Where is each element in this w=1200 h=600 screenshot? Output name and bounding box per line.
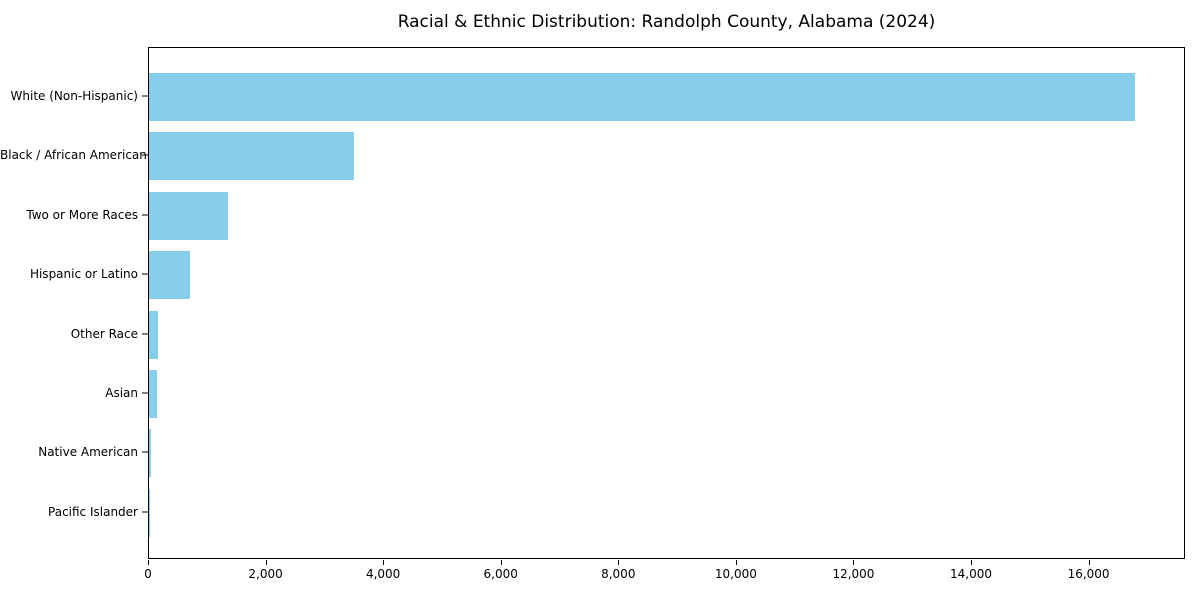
- x-tick: [735, 560, 737, 565]
- x-tick-label: 10,000: [714, 567, 757, 581]
- bar-hispanic-or-latino: [149, 251, 191, 300]
- y-tick-label: Asian: [105, 386, 138, 400]
- x-tick-label: 6,000: [483, 567, 518, 581]
- bar-black-african-american: [149, 132, 355, 181]
- x-tick: [853, 560, 855, 565]
- y-tick-label: Black / African American: [0, 148, 147, 163]
- x-tick-label: 8,000: [601, 567, 636, 581]
- y-tick-label: White (Non-Hispanic): [10, 89, 138, 103]
- y-tick-label: Pacific Islander: [48, 504, 138, 519]
- bar-white-non-hispanic: [149, 73, 1135, 121]
- y-tick-label: Hispanic or Latino: [29, 267, 138, 282]
- x-tick-label: 2,000: [248, 567, 283, 581]
- x-tick: [265, 560, 267, 565]
- x-tick-label: 0: [144, 567, 152, 581]
- y-tick: [142, 95, 148, 97]
- x-tick: [500, 560, 502, 565]
- y-tick-label: Other Race: [70, 326, 138, 341]
- x-tick: [1088, 560, 1090, 565]
- x-tick: [148, 560, 149, 565]
- chart-title: Racial & Ethnic Distribution: Randolph C…: [397, 12, 936, 32]
- bar-two-or-more-races: [149, 191, 228, 240]
- y-tick: [142, 451, 148, 453]
- x-tick-label: 16,000: [1067, 567, 1110, 581]
- bar-asian: [149, 370, 157, 418]
- bar-native-american: [149, 429, 151, 478]
- y-tick: [142, 214, 148, 216]
- x-tick-label: 14,000: [950, 567, 993, 581]
- y-tick: [142, 333, 148, 335]
- plot-area: [148, 47, 1185, 559]
- y-tick-label: Two or More Races: [26, 207, 138, 222]
- bar-other-race: [149, 310, 158, 359]
- y-tick: [142, 511, 148, 513]
- x-tick: [618, 560, 620, 565]
- x-tick: [971, 560, 973, 565]
- x-tick: [383, 560, 385, 565]
- y-tick-label: Native American: [38, 445, 138, 460]
- y-tick: [142, 154, 148, 156]
- y-tick: [142, 392, 148, 394]
- x-tick-label: 12,000: [832, 567, 875, 581]
- y-tick: [142, 273, 148, 275]
- x-tick-label: 4,000: [365, 567, 401, 581]
